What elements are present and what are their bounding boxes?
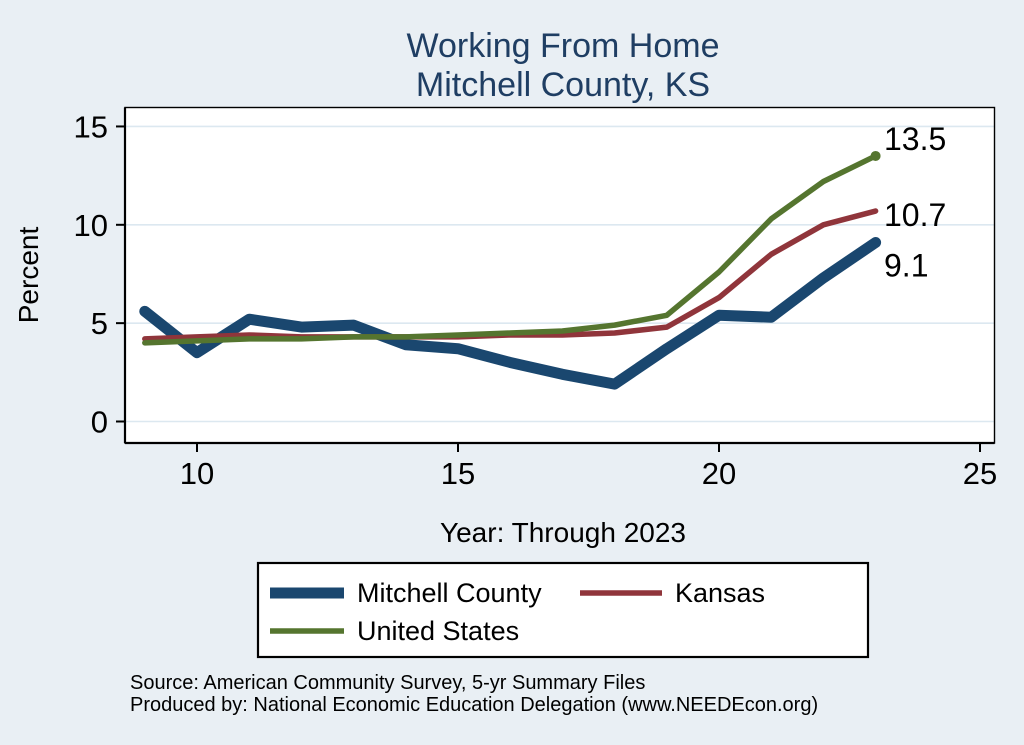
x-tick-label: 20 — [702, 456, 736, 491]
tick-labels: 0 5 10 15 10 15 20 25 — [74, 109, 998, 491]
y-tick-label: 5 — [91, 306, 108, 341]
mitchell-county-line — [139, 237, 882, 390]
x-tick-label: 25 — [963, 456, 997, 491]
source-note-line-1: Source: American Community Survey, 5-yr … — [130, 672, 645, 694]
end-label-mitchell-county: 9.1 — [884, 248, 928, 284]
end-label-united-states: 13.5 — [884, 121, 946, 157]
legend: Mitchell County Kansas United States — [256, 561, 870, 659]
legend-label-united-states: United States — [357, 616, 519, 646]
legend-label-kansas: Kansas — [675, 578, 765, 608]
axes — [123, 106, 996, 445]
y-tick-label: 15 — [74, 109, 108, 144]
united-states-line — [142, 153, 879, 346]
series-lines — [139, 150, 882, 390]
x-tick-label: 15 — [441, 456, 475, 491]
source-note-line-2: Produced by: National Economic Education… — [130, 694, 818, 716]
legend-entries: Mitchell County Kansas United States — [270, 578, 765, 646]
end-value-labels: 9.1 10.7 13.5 — [884, 121, 946, 284]
y-tick-label: 10 — [74, 208, 108, 243]
legend-box — [256, 561, 870, 659]
x-axis-title: Year: Through 2023 — [440, 517, 686, 548]
end-label-kansas: 10.7 — [884, 197, 946, 233]
x-tick-label: 10 — [180, 456, 214, 491]
united-states-end-marker — [870, 150, 881, 161]
chart-title-line-1: Working From Home — [407, 27, 720, 65]
y-axis-title: Percent — [13, 227, 44, 324]
chart-title-line-2: Mitchell County, KS — [416, 66, 710, 104]
plot-area — [125, 107, 995, 443]
y-tick-label: 0 — [91, 405, 108, 440]
legend-label-mitchell-county: Mitchell County — [357, 578, 542, 608]
tick-marks — [116, 125, 981, 452]
